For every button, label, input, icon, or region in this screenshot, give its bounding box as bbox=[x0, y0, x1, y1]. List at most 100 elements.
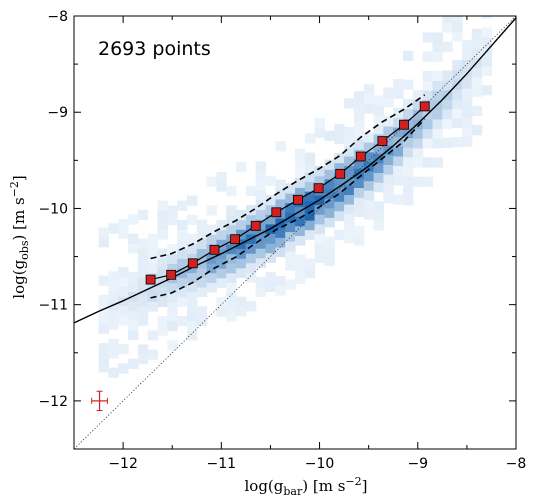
density-cell bbox=[324, 246, 335, 257]
density-cell bbox=[314, 252, 325, 263]
density-cell bbox=[147, 301, 159, 312]
density-cell bbox=[334, 210, 345, 221]
density-cell bbox=[167, 263, 178, 274]
density-cell bbox=[314, 175, 325, 186]
fit-curve bbox=[74, 17, 516, 324]
density-cell bbox=[275, 285, 286, 296]
density-cell bbox=[177, 316, 188, 327]
density-cell bbox=[442, 70, 453, 81]
density-cell bbox=[226, 224, 237, 235]
binned-mean-point bbox=[187, 258, 198, 269]
density-cell bbox=[304, 258, 316, 269]
density-cell bbox=[108, 223, 119, 234]
density-cell bbox=[236, 210, 247, 221]
density-cell bbox=[275, 198, 286, 209]
binned-mean-point bbox=[419, 101, 430, 112]
density-cell bbox=[481, 16, 492, 19]
density-cell bbox=[167, 301, 178, 312]
density-cell bbox=[304, 162, 316, 173]
density-cell bbox=[363, 180, 375, 191]
density-cell bbox=[137, 354, 149, 365]
density-cell bbox=[353, 110, 365, 121]
density-cell bbox=[403, 175, 414, 187]
density-cell bbox=[383, 125, 394, 137]
density-cell bbox=[187, 311, 198, 322]
density-cell bbox=[285, 221, 296, 233]
binned-mean-point bbox=[377, 136, 388, 147]
density-cell bbox=[403, 185, 414, 196]
density-cell bbox=[422, 51, 434, 62]
density-cell bbox=[442, 109, 453, 120]
density-cell bbox=[403, 108, 414, 119]
density-cell bbox=[393, 78, 404, 90]
density-cell bbox=[324, 198, 335, 209]
density-cell bbox=[481, 27, 492, 38]
density-cell bbox=[285, 250, 296, 261]
density-cell bbox=[196, 306, 208, 317]
density-cell bbox=[118, 305, 129, 316]
density-cell bbox=[442, 16, 453, 23]
density-cell bbox=[373, 162, 384, 173]
y-axis-title: log(gobs) [m s−2] bbox=[8, 175, 31, 298]
density-cell bbox=[128, 272, 139, 283]
x-tick-label: −12 bbox=[108, 456, 138, 472]
density-cell bbox=[295, 187, 306, 198]
density-cell bbox=[216, 268, 227, 279]
density-cell bbox=[128, 358, 139, 369]
density-cell bbox=[452, 16, 463, 23]
density-cell bbox=[137, 257, 149, 269]
density-cell bbox=[137, 248, 149, 259]
density-cell bbox=[383, 183, 394, 194]
density-cell bbox=[206, 234, 217, 245]
density-cell bbox=[353, 177, 365, 188]
density-cell bbox=[226, 205, 237, 216]
density-cell bbox=[403, 195, 414, 206]
density-cell bbox=[393, 175, 404, 186]
density-cell bbox=[383, 97, 394, 108]
density-cell bbox=[442, 41, 453, 52]
density-cell bbox=[255, 180, 267, 191]
y-tick-label: −10 bbox=[38, 201, 68, 217]
density-cell bbox=[363, 142, 375, 153]
density-cell bbox=[304, 181, 316, 192]
density-cell bbox=[128, 233, 139, 244]
density-cell bbox=[304, 152, 316, 163]
density-cell bbox=[334, 201, 345, 212]
density-cell bbox=[462, 117, 473, 128]
density-cell bbox=[304, 268, 316, 279]
density-cell bbox=[275, 179, 286, 190]
density-cell bbox=[177, 200, 188, 211]
density-cell bbox=[314, 204, 325, 215]
density-cell bbox=[196, 248, 208, 259]
density-cell bbox=[295, 216, 306, 227]
density-cell bbox=[432, 42, 443, 53]
binned-mean-point bbox=[271, 207, 282, 218]
density-cell bbox=[245, 185, 257, 196]
density-cell bbox=[363, 93, 375, 105]
density-cell bbox=[108, 338, 119, 349]
density-cell bbox=[471, 105, 483, 117]
density-cell bbox=[353, 226, 365, 237]
density-cell bbox=[344, 165, 355, 176]
density-cell bbox=[177, 287, 188, 298]
density-cell bbox=[147, 330, 159, 341]
density-cell bbox=[452, 137, 463, 148]
density-cell bbox=[353, 206, 365, 217]
density-cell bbox=[245, 214, 257, 225]
density-cell bbox=[314, 223, 325, 234]
density-cell bbox=[442, 22, 453, 33]
density-cell bbox=[462, 40, 473, 51]
density-cell bbox=[187, 301, 198, 312]
density-cell bbox=[393, 194, 404, 205]
density-cell bbox=[118, 315, 129, 326]
density-cell bbox=[118, 267, 129, 278]
density-cell bbox=[422, 119, 434, 130]
density-cell bbox=[216, 306, 227, 317]
density-cell bbox=[187, 291, 198, 302]
density-cell bbox=[157, 287, 168, 298]
density-cell bbox=[196, 315, 208, 326]
density-cell bbox=[393, 127, 404, 138]
density-cell bbox=[353, 187, 365, 198]
density-cell bbox=[265, 252, 276, 263]
